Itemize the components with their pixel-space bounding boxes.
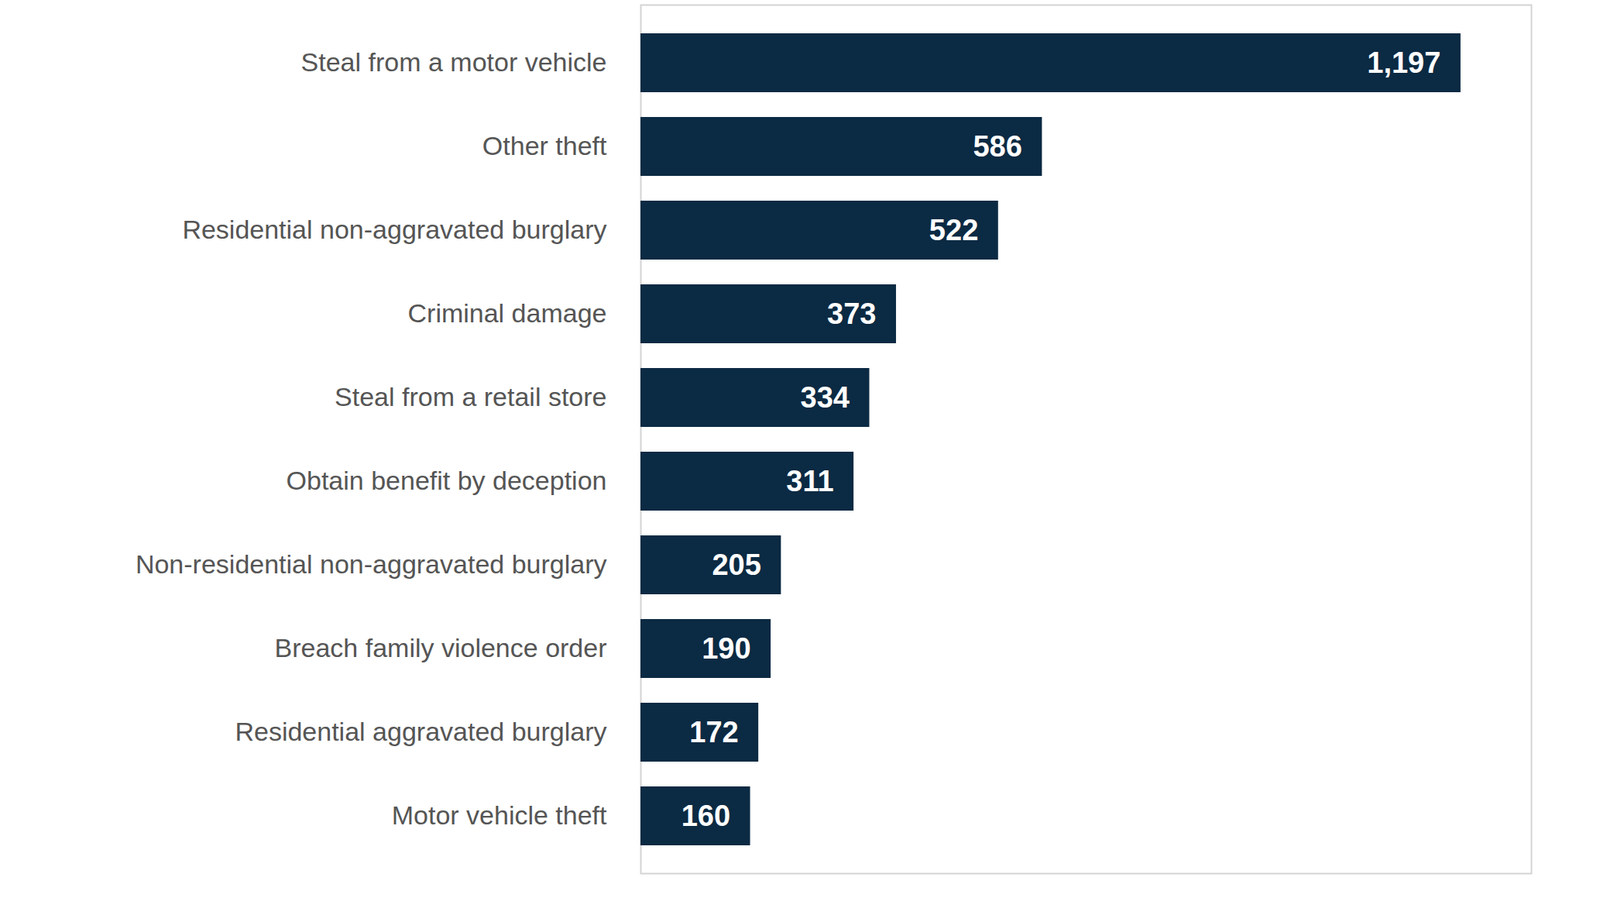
svg-text:373: 373	[827, 297, 876, 330]
svg-text:522: 522	[929, 213, 979, 247]
svg-text:Motor vehicle theft: Motor vehicle theft	[391, 800, 608, 830]
svg-text:1,197: 1,197	[1366, 46, 1441, 79]
svg-text:Steal from a retail store: Steal from a retail store	[334, 381, 607, 412]
svg-text:160: 160	[681, 799, 731, 832]
svg-text:Non-residential non-aggravated: Non-residential non-aggravated burglary	[135, 549, 608, 579]
svg-text:Residential non-aggravated bur: Residential non-aggravated burglary	[181, 214, 607, 244]
svg-text:Obtain benefit by deception: Obtain benefit by deception	[286, 465, 608, 495]
svg-text:190: 190	[701, 631, 751, 665]
svg-text:172: 172	[689, 715, 739, 749]
svg-text:334: 334	[800, 381, 850, 414]
svg-text:Residential aggravated burglar: Residential aggravated burglary	[234, 716, 607, 746]
svg-text:Criminal damage: Criminal damage	[408, 298, 608, 328]
svg-text:Other theft: Other theft	[482, 130, 608, 161]
svg-text:Steal from a motor vehicle: Steal from a motor vehicle	[301, 47, 608, 77]
svg-text:205: 205	[711, 548, 761, 581]
svg-text:586: 586	[972, 130, 1022, 163]
svg-text:311: 311	[786, 464, 834, 498]
svg-text:Breach family violence order: Breach family violence order	[274, 632, 608, 663]
